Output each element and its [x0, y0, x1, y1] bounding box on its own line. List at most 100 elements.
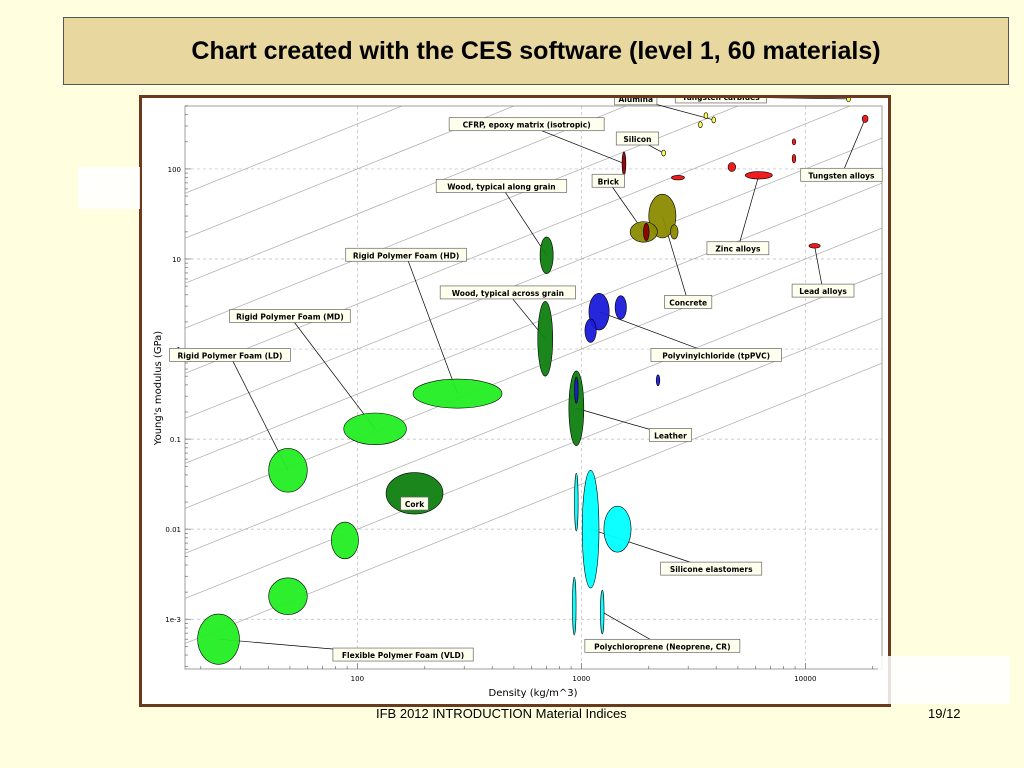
wood-typical-across-grain-label: Wood, typical across grain [439, 285, 576, 300]
metal-bubble [671, 175, 685, 181]
silicon-label-box [615, 131, 659, 146]
footer-caption: IFB 2012 INTRODUCTION Material Indices [376, 706, 627, 721]
cfrp-epoxy-matrix-isotropic-label-text: CFRP, epoxy matrix (isotropic) [463, 121, 591, 130]
polymer-bubble [574, 376, 579, 404]
rigid-polymer-foam-md-label-text: Rigid Polymer Foam (MD) [236, 312, 344, 321]
zinc-alloys-label-box [706, 241, 770, 256]
tungsten-alloys-label-box [800, 167, 883, 182]
rigid-polymer-foam-hd-label: Rigid Polymer Foam (HD) [345, 247, 467, 262]
metal-bubble [791, 138, 797, 146]
chart-background [142, 98, 888, 704]
y-tick-label: 0.1 [170, 436, 181, 444]
rigid-polymer-foam-md-label-box [229, 309, 351, 323]
concrete-label-text: Concrete [669, 298, 707, 307]
foam-bubble [331, 521, 359, 560]
tungsten-alloys-label-text: Tungsten alloys [808, 171, 875, 180]
material-labels: Flexible Polymer Foam (VLD) Rigid Polymer… [169, 89, 883, 662]
tungsten-alloys-label: Tungsten alloys [800, 167, 883, 182]
polyvinylchloride-tppvc-label-text: Polyvinylchloride (tpPVC) [662, 351, 770, 360]
alumina-label: Alumina [614, 91, 658, 106]
tungsten-carbides-label-text: Tungsten carbides [682, 98, 760, 102]
leader-line [526, 124, 625, 164]
leader-line [814, 245, 824, 292]
leather-label-box [648, 428, 692, 442]
tech_ceramic-bubble [703, 112, 709, 120]
plot-area [184, 105, 883, 670]
polymer-bubble [655, 374, 661, 387]
leather-bubble [568, 370, 585, 446]
flexible-polymer-foam-vld-bubble [197, 613, 240, 665]
elastomer-bubble [603, 505, 632, 553]
wood-typical-along-grain-label-text: Wood, typical along grain [447, 182, 555, 191]
concrete-label-box [664, 295, 713, 309]
guide-line [185, 272, 882, 554]
silicone-elastomers-label: Silicone elastomers [660, 561, 763, 576]
polyvinylchloride-tppvc-label: Polyvinylchloride (tpPVC) [650, 348, 782, 362]
polychloroprene-neoprene-cr-label: Polychloroprene (Neoprene, CR) [584, 638, 741, 653]
rigid-polymer-foam-md-label: Rigid Polymer Foam (MD) [229, 309, 351, 323]
leather-label-text: Leather [654, 431, 687, 440]
lead-alloys-label-text: Lead alloys [799, 287, 847, 296]
x-axis-label: Density (kg/m^3) [489, 688, 578, 699]
elastomer-bubble [574, 472, 579, 532]
x-tick-label: 100 [351, 675, 364, 683]
metal-bubble [791, 153, 797, 164]
y-axis-label: Young's modulus (GPa) [153, 331, 164, 446]
guide-line [185, 317, 882, 599]
tungsten-carbides-bubble [846, 95, 851, 103]
cfrp-epoxy-matrix-isotropic-label: CFRP, epoxy matrix (isotropic) [448, 117, 605, 132]
polychloroprene-neoprene-cr-bubble [600, 589, 605, 635]
concrete-label: Concrete [664, 295, 713, 309]
tungsten-alloys-bubble [861, 114, 869, 123]
wood-typical-along-grain-label-box [435, 179, 568, 193]
silicone-elastomers-label-text: Silicone elastomers [670, 565, 753, 574]
y-tick-label: 0.01 [165, 526, 181, 534]
grid-layer [185, 106, 882, 669]
ceramic-bubble [670, 224, 679, 240]
silicone-elastomers-label-box [660, 561, 763, 576]
polychloroprene-neoprene-cr-label-text: Polychloroprene (Neoprene, CR) [594, 642, 730, 651]
tungsten-carbides-label: Tungsten carbides [674, 89, 767, 104]
rigid-polymer-foam-hd-label-text: Rigid Polymer Foam (HD) [353, 251, 459, 260]
zinc-alloys-label-text: Zinc alloys [715, 245, 761, 254]
cork-bubble [385, 472, 444, 515]
guide-line [185, 362, 882, 644]
foam-bubble [268, 577, 308, 615]
alumina-label-text: Alumina [619, 98, 654, 104]
rigid-polymer-foam-md-bubble [343, 412, 407, 446]
overlay-label-density: density [878, 656, 1010, 704]
cfrp-epoxy-matrix-isotropic-bubble [621, 151, 627, 176]
guide-line [185, 106, 627, 284]
polyvinylchloride-tppvc-label-box [650, 348, 782, 362]
cork-label-box [400, 496, 429, 511]
silicone-elastomers-bubble [581, 470, 600, 589]
cork-label: Cork [400, 496, 429, 511]
cfrp-epoxy-matrix-isotropic-label-box [448, 117, 605, 132]
leather-label: Leather [648, 428, 692, 442]
rigid-polymer-foam-ld-label: Rigid Polymer Foam (LD) [169, 348, 291, 362]
wood-typical-across-grain-bubble [537, 301, 554, 377]
flexible-polymer-foam-vld-label-box [332, 647, 474, 662]
silicon-label: Silicon [615, 131, 659, 146]
y-tick-label: 1e-3 [165, 616, 181, 624]
leader-line [405, 255, 458, 394]
composite-bubble [643, 222, 650, 241]
leader-line [737, 175, 760, 249]
page-number: 19/12 [928, 706, 961, 721]
leader-line [289, 316, 376, 430]
zinc-alloys-label: Zinc alloys [706, 241, 770, 256]
guide-line [185, 137, 882, 419]
slide-title: Chart created with the CES software (lev… [191, 36, 881, 65]
rigid-polymer-foam-ld-label-box [169, 348, 291, 362]
leader-line [501, 186, 547, 256]
flexible-polymer-foam-vld-label: Flexible Polymer Foam (VLD) [332, 647, 474, 662]
polymer-bubble [614, 295, 627, 320]
x-tick-label: 1000 [572, 675, 590, 683]
guide-line [185, 227, 882, 509]
wood-typical-across-grain-label-box [439, 285, 576, 300]
rigid-polymer-foam-hd-label-box [345, 247, 467, 262]
lead-alloys-label-box [791, 283, 855, 298]
tech_ceramic-bubble [698, 121, 703, 129]
